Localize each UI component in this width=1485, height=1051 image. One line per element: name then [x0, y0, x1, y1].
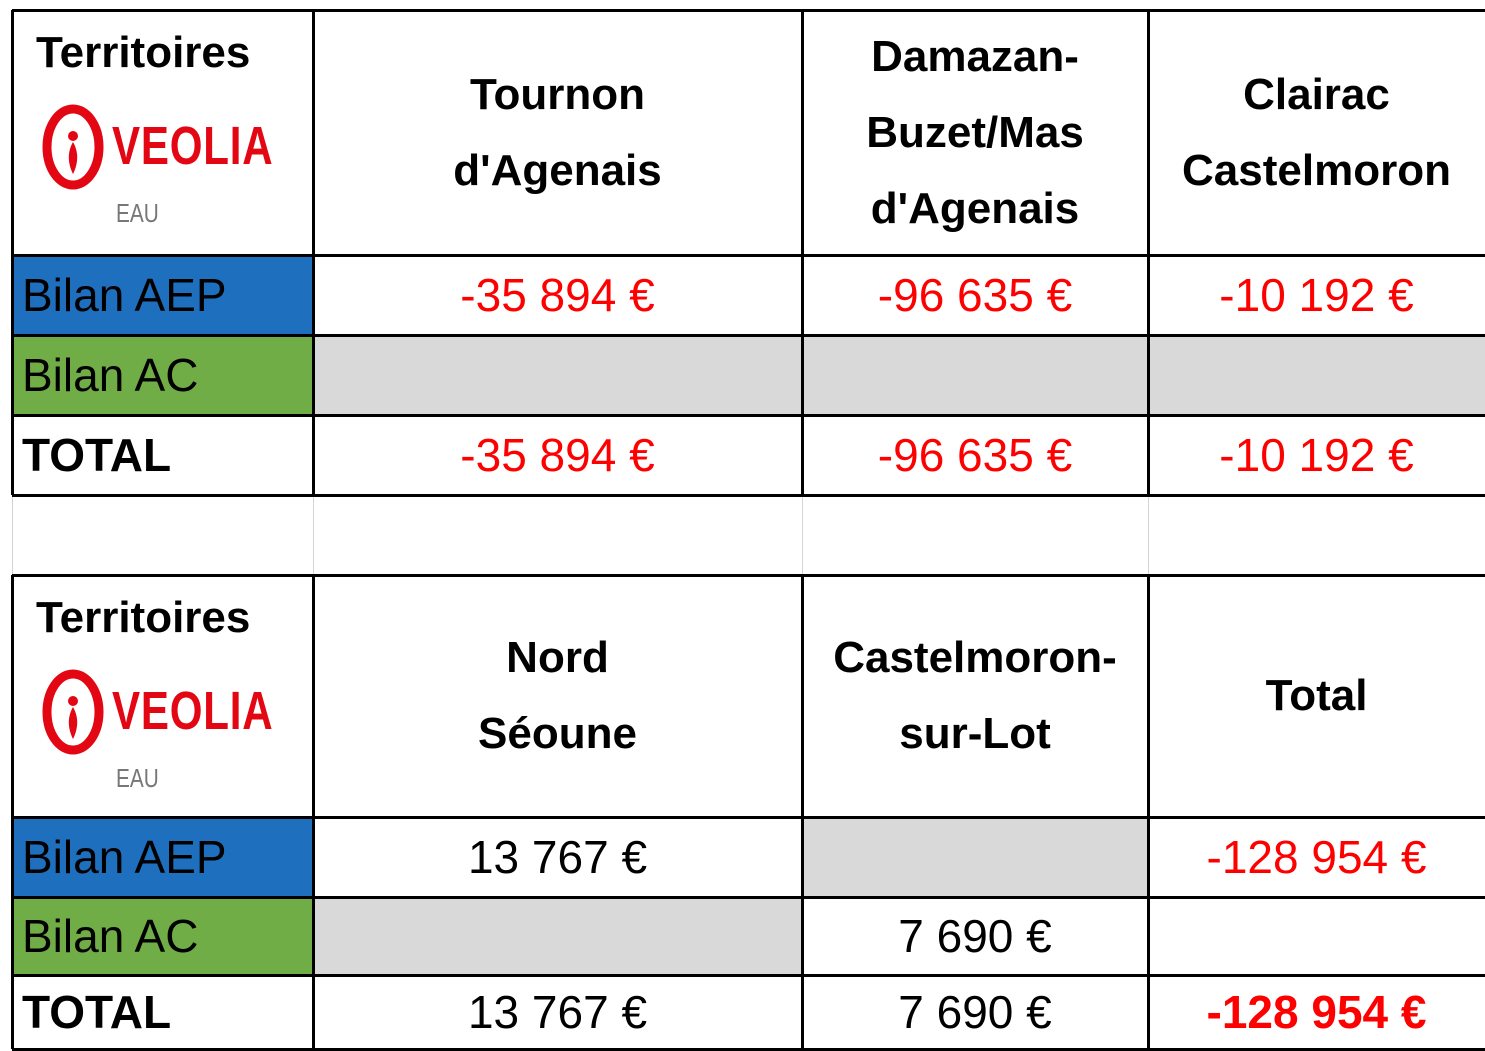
row-border	[12, 334, 1485, 337]
row-border	[12, 414, 1485, 417]
row-border	[12, 9, 1485, 12]
empty-cell	[802, 817, 1148, 897]
header-line: Castelmoron	[1182, 145, 1451, 195]
header-line: Buzet/Mas	[866, 107, 1084, 157]
row-border	[12, 896, 1485, 899]
empty-cell	[313, 335, 802, 415]
value-cell: -96 635 €	[877, 269, 1073, 321]
header-line: Castelmoron-	[833, 633, 1117, 682]
col-border	[312, 575, 315, 1049]
logo-icon	[42, 102, 104, 192]
logo-text: VEOLIA	[112, 681, 274, 741]
column-header: Castelmoron-sur-Lot	[802, 575, 1148, 817]
spacer-line	[12, 495, 13, 575]
col-border	[11, 575, 14, 1049]
value-cell: 13 767 €	[467, 831, 648, 883]
spacer-line	[313, 495, 314, 575]
row-border	[12, 974, 1485, 977]
col-border	[801, 575, 804, 1049]
value-cell: -35 894 €	[460, 269, 655, 321]
header-line: sur-Lot	[899, 709, 1051, 758]
column-header: Tournon d'Agenais	[313, 10, 802, 255]
header-line: Damazan-	[871, 31, 1079, 81]
header-line: Tournon	[469, 69, 646, 119]
row-label: TOTAL	[22, 429, 172, 481]
col-border	[312, 10, 315, 495]
col-border	[11, 10, 14, 495]
row-border	[12, 574, 1485, 577]
column-header: Nord Séoune	[313, 575, 802, 817]
row-label: Bilan AEP	[12, 817, 313, 897]
column-header: Clairac Castelmoron	[1148, 10, 1485, 255]
logo-sub: EAU	[116, 763, 159, 793]
row-border	[12, 816, 1485, 819]
empty-cell	[1148, 335, 1485, 415]
header-line: d'Agenais	[870, 183, 1080, 233]
row-label: Bilan AC	[12, 897, 313, 975]
logo-sub: EAU	[116, 198, 159, 228]
empty-cell	[313, 897, 802, 975]
value-cell: 13 767 €	[467, 986, 648, 1038]
empty-cell	[802, 335, 1148, 415]
value-cell: -10 192 €	[1219, 269, 1414, 321]
row-label: Bilan AC	[12, 335, 313, 415]
value-cell: 7 690 €	[898, 910, 1052, 962]
header-label: Territoires	[36, 593, 251, 642]
col-border	[1147, 10, 1150, 495]
header-line: Nord	[506, 633, 609, 682]
header-line: Clairac	[1243, 69, 1390, 119]
header-line: d'Agenais	[453, 145, 662, 195]
row-label: TOTAL	[22, 986, 172, 1038]
col-border	[1147, 575, 1150, 1049]
header-label: Territoires	[36, 28, 251, 77]
logo-icon	[42, 667, 104, 757]
row-border	[12, 494, 1485, 497]
column-header: Damazan- Buzet/Mas d'Agenais	[802, 10, 1148, 255]
row-border	[12, 254, 1485, 257]
spacer-line	[802, 495, 803, 575]
spacer-line	[1148, 495, 1149, 575]
value-cell: -10 192 €	[1219, 429, 1414, 481]
value-cell: 7 690 €	[898, 986, 1052, 1038]
row-label: Bilan AEP	[12, 255, 313, 335]
value-cell: -96 635 €	[877, 429, 1073, 481]
value-cell: -35 894 €	[460, 429, 655, 481]
value-cell: -128 954 €	[1206, 986, 1427, 1038]
value-cell: -128 954 €	[1206, 831, 1427, 883]
logo-text: VEOLIA	[112, 116, 274, 176]
header-line: Total	[1265, 671, 1368, 720]
header-line: Séoune	[478, 709, 637, 758]
value-cell	[1148, 897, 1485, 975]
col-border	[801, 10, 804, 495]
column-header: Total	[1148, 575, 1485, 817]
